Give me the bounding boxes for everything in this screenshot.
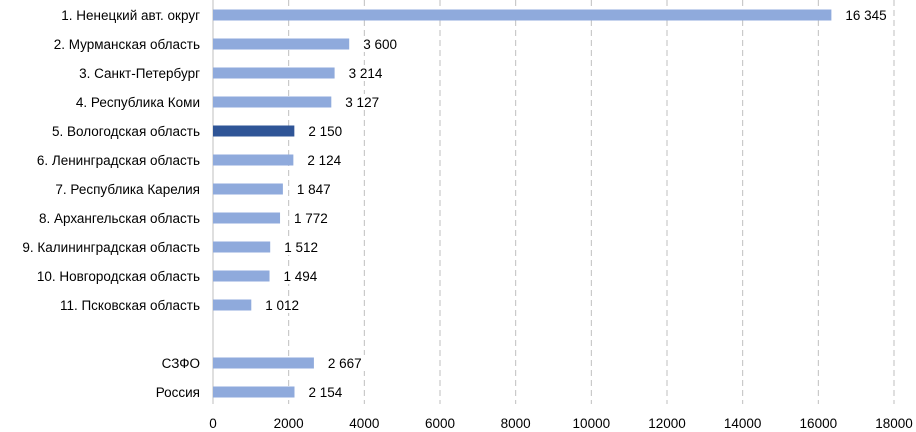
- x-tick-label: 14000: [724, 416, 762, 431]
- bar: [213, 357, 314, 369]
- x-tick-label: 16000: [800, 416, 838, 431]
- value-label: 2 150: [308, 124, 342, 139]
- category-label: 7. Республика Карелия: [55, 182, 200, 197]
- x-tick-label: 8000: [501, 416, 531, 431]
- category-label: 9. Калининградская область: [22, 240, 200, 255]
- value-label: 1 847: [297, 182, 331, 197]
- category-label: 6. Ленинградская область: [37, 153, 200, 168]
- bar: [213, 183, 283, 195]
- category-label: 5. Вологодская область: [52, 124, 200, 139]
- value-label: 2 124: [307, 153, 341, 168]
- category-label: 11. Псковская область: [60, 298, 200, 313]
- bar: [213, 38, 350, 50]
- x-axis-ticks: 0 2000 4000 6000 8000 10000 12000 14000 16000 180…: [209, 416, 913, 431]
- value-label-backdrop: [843, 7, 892, 23]
- category-label: 4. Республика Коми: [76, 95, 200, 110]
- category-label: 2. Мурманская область: [54, 37, 200, 52]
- bar: [213, 96, 332, 108]
- bar: [213, 270, 270, 282]
- x-tick-label: 18000: [875, 416, 913, 431]
- bar: [213, 241, 271, 253]
- value-label: 2 667: [328, 356, 362, 371]
- value-label: 3 600: [363, 37, 397, 52]
- value-label-backdrop: [361, 36, 402, 52]
- value-label-backdrop: [282, 239, 323, 255]
- bar: [213, 67, 335, 79]
- x-tick-label: 2000: [274, 416, 304, 431]
- bar: [213, 299, 252, 311]
- value-label-backdrop: [325, 355, 367, 371]
- bar: [213, 154, 294, 166]
- value-label: 16 345: [845, 8, 886, 23]
- category-label: Россия: [156, 385, 200, 400]
- value-label: 3 127: [345, 95, 379, 110]
- label-layer: 1. Ненецкий авт. округ 16 345 2. Мурманска…: [22, 7, 892, 400]
- x-tick-label: 4000: [349, 416, 379, 431]
- value-label-backdrop: [292, 210, 333, 226]
- value-label: 1 494: [284, 269, 318, 284]
- value-label: 2 154: [308, 385, 342, 400]
- bar: [213, 9, 832, 21]
- category-label: СЗФО: [162, 356, 200, 371]
- category-label: 1. Ненецкий авт. округ: [61, 8, 200, 23]
- value-label: 3 214: [349, 66, 383, 81]
- x-tick-label: 12000: [648, 416, 686, 431]
- category-label: 3. Санкт-Петербург: [79, 66, 200, 81]
- value-label-backdrop: [294, 181, 336, 197]
- value-label-backdrop: [306, 123, 347, 139]
- x-tick-label: 6000: [425, 416, 455, 431]
- value-label-backdrop: [263, 297, 304, 313]
- bar-layer: [213, 9, 832, 398]
- value-label-backdrop: [305, 152, 346, 168]
- x-tick-label: 10000: [573, 416, 611, 431]
- value-label-backdrop: [306, 384, 347, 400]
- grid-layer: [212, 0, 895, 404]
- category-label: 10. Новгородская область: [37, 269, 200, 284]
- value-label-backdrop: [346, 65, 388, 81]
- bar: [213, 212, 281, 224]
- value-label-backdrop: [281, 268, 323, 284]
- value-label: 1 512: [284, 240, 318, 255]
- value-label: 1 012: [265, 298, 299, 313]
- category-label: 8. Архангельская область: [39, 211, 200, 226]
- value-label-backdrop: [343, 94, 384, 110]
- x-tick-label: 0: [209, 416, 217, 431]
- value-label: 1 772: [294, 211, 328, 226]
- bar: [213, 125, 295, 137]
- bar: [213, 386, 295, 398]
